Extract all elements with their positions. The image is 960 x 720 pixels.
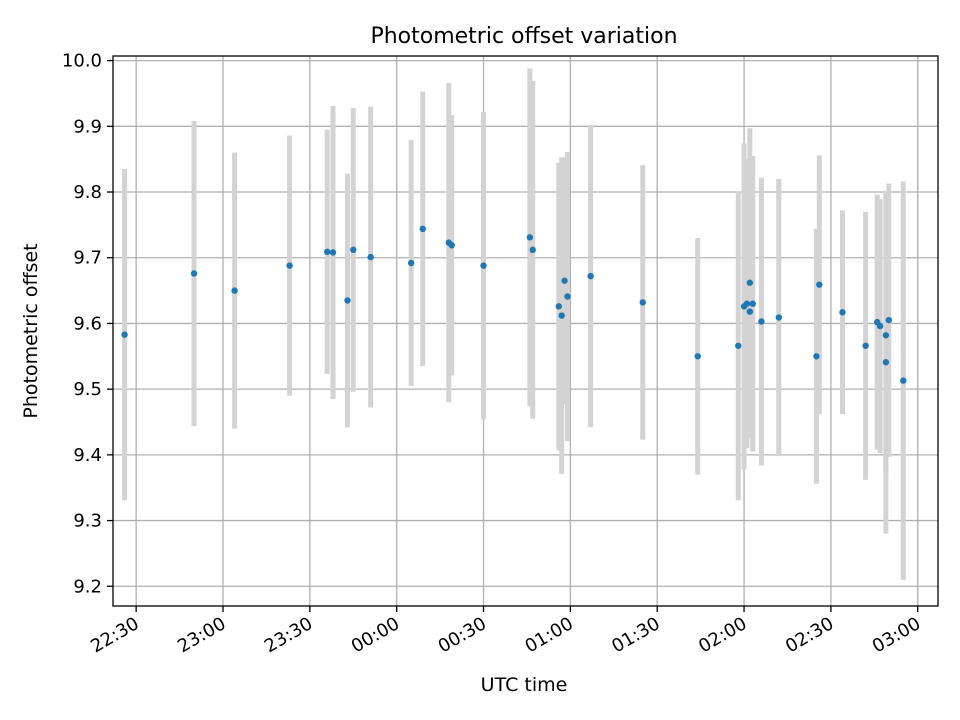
data-point (816, 281, 823, 288)
data-point (344, 297, 351, 304)
data-point (407, 259, 415, 267)
y-tick-label: 9.2 (73, 576, 102, 597)
data-point (529, 246, 536, 254)
data-point (735, 342, 742, 349)
data-point (639, 299, 646, 306)
data-point (749, 300, 756, 307)
data-point (862, 342, 869, 349)
data-point (121, 331, 128, 338)
data-point (480, 262, 487, 269)
data-points (121, 225, 907, 384)
data-point (526, 234, 534, 241)
y-tick-label: 9.5 (73, 379, 102, 400)
y-tick-label: 9.3 (73, 511, 102, 532)
data-point (448, 242, 455, 249)
data-point (694, 353, 701, 360)
data-point (231, 287, 238, 294)
y-tick-label: 9.8 (73, 182, 102, 203)
data-point (329, 249, 337, 256)
data-point (561, 277, 568, 284)
y-axis-label: Photometric offset (20, 243, 42, 418)
data-point (885, 316, 892, 324)
data-point (555, 303, 562, 310)
data-point (900, 377, 907, 384)
data-point (587, 272, 594, 280)
data-point (558, 312, 565, 319)
data-point (758, 318, 765, 325)
y-tick-label: 9.6 (73, 313, 102, 334)
data-point (367, 253, 374, 261)
data-point (564, 293, 571, 300)
y-tick-label: 9.4 (73, 445, 102, 466)
y-tick-label: 10.0 (62, 51, 102, 72)
data-point (286, 262, 293, 269)
y-tick-label: 9.7 (73, 248, 102, 269)
plot-frame (112, 55, 939, 607)
data-point (813, 353, 820, 360)
data-point (190, 270, 198, 277)
x-axis-label: UTC time (481, 674, 568, 696)
data-point (743, 300, 751, 307)
chart-title: Photometric offset variation (370, 24, 677, 49)
grid (113, 56, 938, 606)
data-point (775, 314, 782, 321)
y-tick-label: 9.9 (73, 116, 102, 137)
data-point (882, 332, 890, 339)
data-point (419, 225, 426, 233)
data-point (839, 309, 846, 316)
data-point (882, 359, 890, 366)
data-point (350, 246, 357, 254)
data-point (324, 248, 331, 256)
data-point (746, 279, 754, 286)
data-point (746, 308, 754, 315)
data-point (876, 322, 884, 330)
